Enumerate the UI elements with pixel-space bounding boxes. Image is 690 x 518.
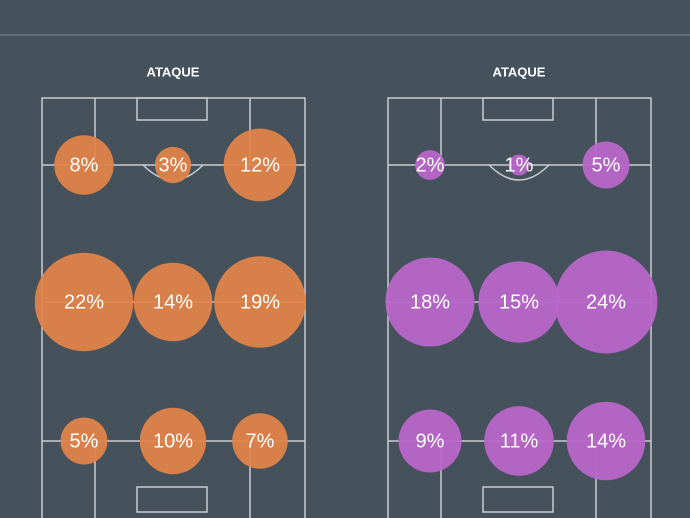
- bubble: [478, 261, 560, 343]
- bubble-label: 5%: [592, 154, 621, 176]
- chart-title: ATAQUE: [493, 64, 546, 79]
- bubble-label: 12%: [240, 154, 280, 176]
- bubble: [484, 406, 554, 476]
- goal-box-top: [136, 97, 208, 121]
- bubble-label: 3%: [159, 154, 188, 176]
- bubble-label: 22%: [64, 291, 104, 313]
- goal-box-bottom: [136, 486, 208, 513]
- bubble-label: 24%: [586, 291, 626, 313]
- bubble-label: 2%: [416, 154, 445, 176]
- bubble-label: 10%: [153, 430, 193, 452]
- goal-box-top: [482, 97, 554, 121]
- bubble-label: 14%: [586, 430, 626, 452]
- bubble-label: 7%: [246, 430, 275, 452]
- goal-box-bottom: [482, 486, 554, 513]
- bubble: [154, 146, 192, 184]
- bubble-label: 11%: [500, 430, 539, 452]
- pitch-chart: ATAQUE 2% 1% 5% 18% 15% 24% 9% 11% 14%: [385, 64, 658, 518]
- bubble-label: 8%: [70, 154, 99, 176]
- chart-title: ATAQUE: [147, 64, 200, 79]
- charts: ATAQUE 8% 3% 12% 22% 14% 19% 5% 10% 7% ATAQUE 2% 1% 5…: [34, 64, 658, 518]
- bubble: [139, 407, 207, 475]
- bubble: [34, 252, 134, 352]
- bubble: [508, 154, 530, 176]
- bubble-label: 19%: [240, 291, 280, 313]
- bubble-label: 1%: [505, 154, 534, 176]
- bubble: [566, 401, 646, 481]
- bubble: [60, 417, 108, 465]
- bubble: [582, 141, 630, 189]
- pitch-chart: ATAQUE 8% 3% 12% 22% 14% 19% 5% 10% 7%: [34, 64, 306, 518]
- bubble: [385, 257, 475, 347]
- bubble-label: 5%: [70, 430, 99, 452]
- bubble: [232, 413, 288, 469]
- bubble: [54, 135, 114, 195]
- bubble: [133, 262, 213, 342]
- bubble: [398, 409, 462, 473]
- bubble-label: 18%: [410, 291, 450, 313]
- bubble-label: 15%: [499, 291, 539, 313]
- bubble: [214, 256, 306, 348]
- bubble: [223, 128, 297, 202]
- bubble-label: 9%: [416, 430, 445, 452]
- penalty-arc: [488, 164, 550, 181]
- bubble: [554, 250, 658, 354]
- bubble: [415, 150, 445, 180]
- bubble-label: 14%: [153, 291, 193, 313]
